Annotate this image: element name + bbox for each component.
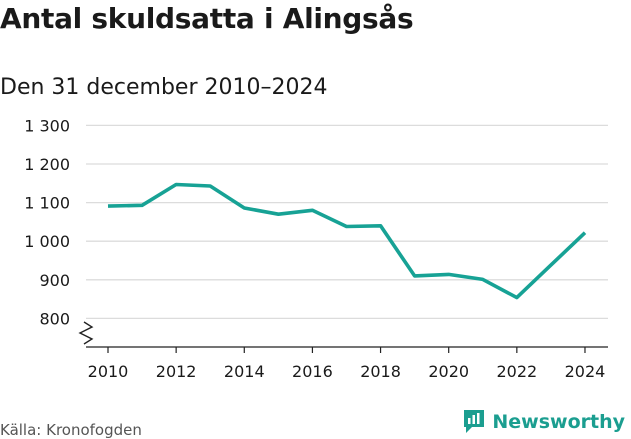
x-axis (78, 321, 608, 353)
data-point-2018 (379, 224, 382, 227)
x-tick-label: 2016 (292, 362, 333, 381)
series-layer (107, 182, 587, 300)
x-tick-label: 2014 (224, 362, 265, 381)
data-point-2024 (583, 231, 586, 234)
chart-title: Antal skuldsatta i Alingsås (0, 2, 414, 35)
y-tick-label: 1 300 (24, 116, 70, 135)
brand-name: Newsworthy (492, 411, 625, 433)
x-tick-label: 2012 (156, 362, 197, 381)
data-point-2017 (345, 225, 348, 228)
data-point-2010 (107, 205, 110, 208)
data-point-2023 (549, 264, 552, 267)
data-point-2022 (515, 296, 518, 299)
y-tick-label: 1 200 (24, 155, 70, 174)
chart-subtitle: Den 31 december 2010–2024 (0, 75, 328, 100)
y-tick-label: 900 (39, 271, 70, 290)
newsworthy-logo-icon (464, 410, 485, 433)
data-point-2014 (243, 207, 246, 210)
data-point-2019 (413, 274, 416, 277)
data-point-2021 (481, 278, 484, 281)
x-tick-label: 2018 (360, 362, 401, 381)
axis-break-icon (78, 321, 94, 345)
x-axis-tick-labels: 2010 2012 2014 2016 2018 2020 2022 2024 (88, 362, 606, 381)
data-point-2012 (175, 183, 178, 186)
data-point-2013 (209, 185, 212, 188)
source-note: Källa: Kronofogden (0, 421, 142, 439)
y-axis-tick-labels: 800 900 1 000 1 100 1 200 1 300 (24, 116, 70, 328)
x-tick-label: 2020 (428, 362, 469, 381)
x-tick-label: 2022 (496, 362, 537, 381)
y-tick-label: 800 (39, 309, 70, 328)
data-point-2020 (447, 273, 450, 276)
y-tick-label: 1 100 (24, 194, 70, 213)
data-point-2015 (277, 213, 280, 216)
x-tick-label: 2024 (565, 362, 606, 381)
x-tick-label: 2010 (88, 362, 129, 381)
data-point-2011 (141, 204, 144, 207)
grid-lines (86, 124, 608, 320)
newsworthy-logo: Newsworthy (462, 409, 625, 435)
y-tick-label: 1 000 (24, 232, 70, 251)
data-point-2016 (311, 209, 314, 212)
series-line-0 (107, 182, 587, 300)
